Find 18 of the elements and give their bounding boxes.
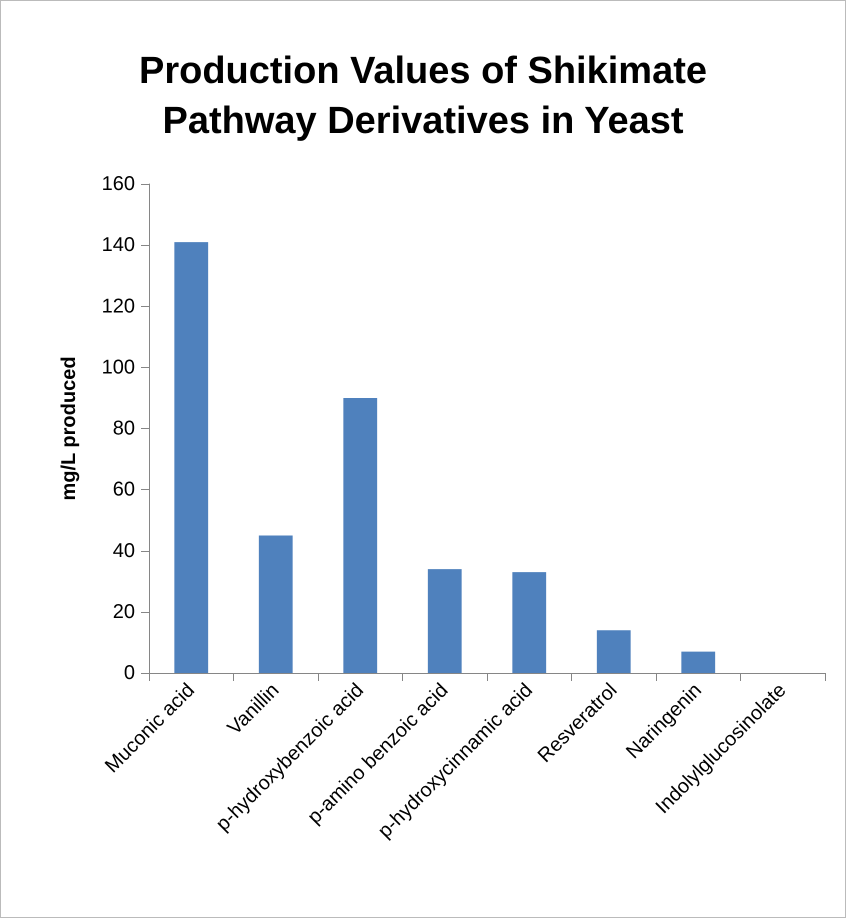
y-tick-label: 60 <box>112 478 135 501</box>
y-tick-label: 140 <box>102 234 135 256</box>
y-tick-label: 160 <box>102 173 135 195</box>
bar <box>258 535 293 673</box>
bar <box>174 242 208 673</box>
bar <box>512 572 546 673</box>
bar <box>681 652 716 673</box>
chart-title: Production Values of Shikimate Pathway Derivatives in Yeast <box>138 50 708 142</box>
y-tick-label: 0 <box>124 662 135 684</box>
bar <box>428 569 462 673</box>
bar <box>596 630 631 673</box>
y-tick-label: 100 <box>102 356 135 378</box>
bar <box>343 398 378 673</box>
y-tick-label: 20 <box>112 600 135 623</box>
y-tick-label: 80 <box>112 418 135 440</box>
y-tick-label: 40 <box>112 540 135 562</box>
y-tick-label: 120 <box>102 295 135 318</box>
y-axis-title: mg/L produced <box>58 356 80 501</box>
